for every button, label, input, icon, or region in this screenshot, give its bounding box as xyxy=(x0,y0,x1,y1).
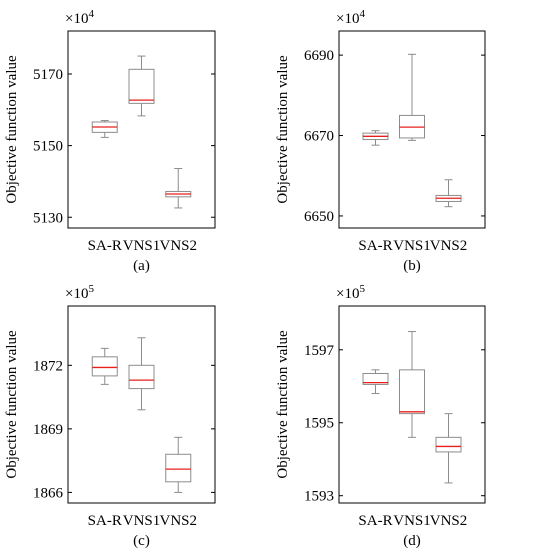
axis-exponent-label: ×104 xyxy=(65,8,94,27)
x-tick-label: SA-R xyxy=(88,238,122,254)
x-tick-label: VNS2 xyxy=(430,238,468,254)
box-sa-r xyxy=(362,130,389,146)
box-sa-r xyxy=(362,369,389,395)
y-tick-label: 1595 xyxy=(304,416,334,432)
axis-exponent-power: 4 xyxy=(88,8,94,20)
axis-exponent-label: ×105 xyxy=(336,283,365,302)
box-vns2 xyxy=(435,179,462,208)
axis-exponent-power: 5 xyxy=(359,283,365,295)
y-tick-label: 5170 xyxy=(33,67,63,83)
plot-frame xyxy=(67,305,216,504)
y-tick-label: 6650 xyxy=(304,209,334,225)
x-tick-label: VNS2 xyxy=(159,513,197,529)
box-vns2 xyxy=(165,168,192,209)
y-tick-label: 5150 xyxy=(33,139,63,155)
plot-frame xyxy=(67,30,216,229)
x-tick-label: VNS2 xyxy=(159,238,197,254)
panel-caption: (c) xyxy=(133,533,150,549)
box-iqr xyxy=(362,372,389,385)
panel-a: 5130 5150 5170 ×104 Objective function value… xyxy=(4,8,216,274)
y-axis-label: Objective function value xyxy=(4,330,20,479)
box-iqr xyxy=(399,369,425,415)
panel-caption: (d) xyxy=(403,533,421,549)
box-iqr xyxy=(128,68,155,104)
plot-frame xyxy=(338,30,486,229)
y-tick-label: 1597 xyxy=(304,343,335,359)
box-sa-r xyxy=(91,347,118,385)
box-sa-r xyxy=(91,120,118,138)
box-vns1 xyxy=(128,55,155,117)
box-iqr xyxy=(91,356,118,377)
y-axis-label: Objective function value xyxy=(275,55,291,204)
y-tick-label: 1869 xyxy=(33,422,63,438)
box-vns1 xyxy=(399,53,425,141)
y-tick-label: 1872 xyxy=(33,358,63,374)
x-tick-label: VNS1 xyxy=(393,513,431,529)
plot-frame xyxy=(338,305,486,504)
box-iqr xyxy=(435,436,462,453)
axis-exponent-power: 4 xyxy=(359,8,365,20)
x-tick-label: SA-R xyxy=(358,238,392,254)
y-tick-label: 6690 xyxy=(304,48,334,64)
axis-exponent-label: ×104 xyxy=(336,8,365,27)
box-vns1 xyxy=(399,331,425,438)
panel-b: 6650 6670 6690 ×104 Objective function value… xyxy=(275,8,486,274)
y-axis-label: Objective function value xyxy=(275,330,291,479)
box-vns2 xyxy=(165,436,192,493)
x-tick-label: VNS1 xyxy=(123,238,161,254)
y-tick-label: 1593 xyxy=(304,489,334,505)
y-axis-label: Objective function value xyxy=(4,55,20,204)
x-tick-label: SA-R xyxy=(358,513,392,529)
box-vns2 xyxy=(435,413,462,484)
y-tick-label: 6670 xyxy=(304,129,334,145)
y-tick-label: 1866 xyxy=(33,485,64,501)
x-tick-label: VNS2 xyxy=(430,513,468,529)
panel-caption: (a) xyxy=(133,258,150,274)
axis-exponent-power: 5 xyxy=(88,283,94,295)
panel-d: 1593 1595 1597 ×105 Objective function value… xyxy=(275,283,486,549)
y-tick-label: 5130 xyxy=(33,210,63,226)
panel-caption: (b) xyxy=(403,258,421,274)
x-tick-label: VNS1 xyxy=(123,513,161,529)
panel-c: 1866 1869 1872 ×105 Objective function value… xyxy=(4,283,216,549)
x-tick-label: VNS1 xyxy=(393,238,431,254)
box-iqr xyxy=(165,453,192,483)
x-tick-label: SA-R xyxy=(88,513,122,529)
box-iqr xyxy=(128,364,155,390)
box-vns1 xyxy=(128,337,155,411)
axis-exponent-label: ×105 xyxy=(65,283,94,302)
